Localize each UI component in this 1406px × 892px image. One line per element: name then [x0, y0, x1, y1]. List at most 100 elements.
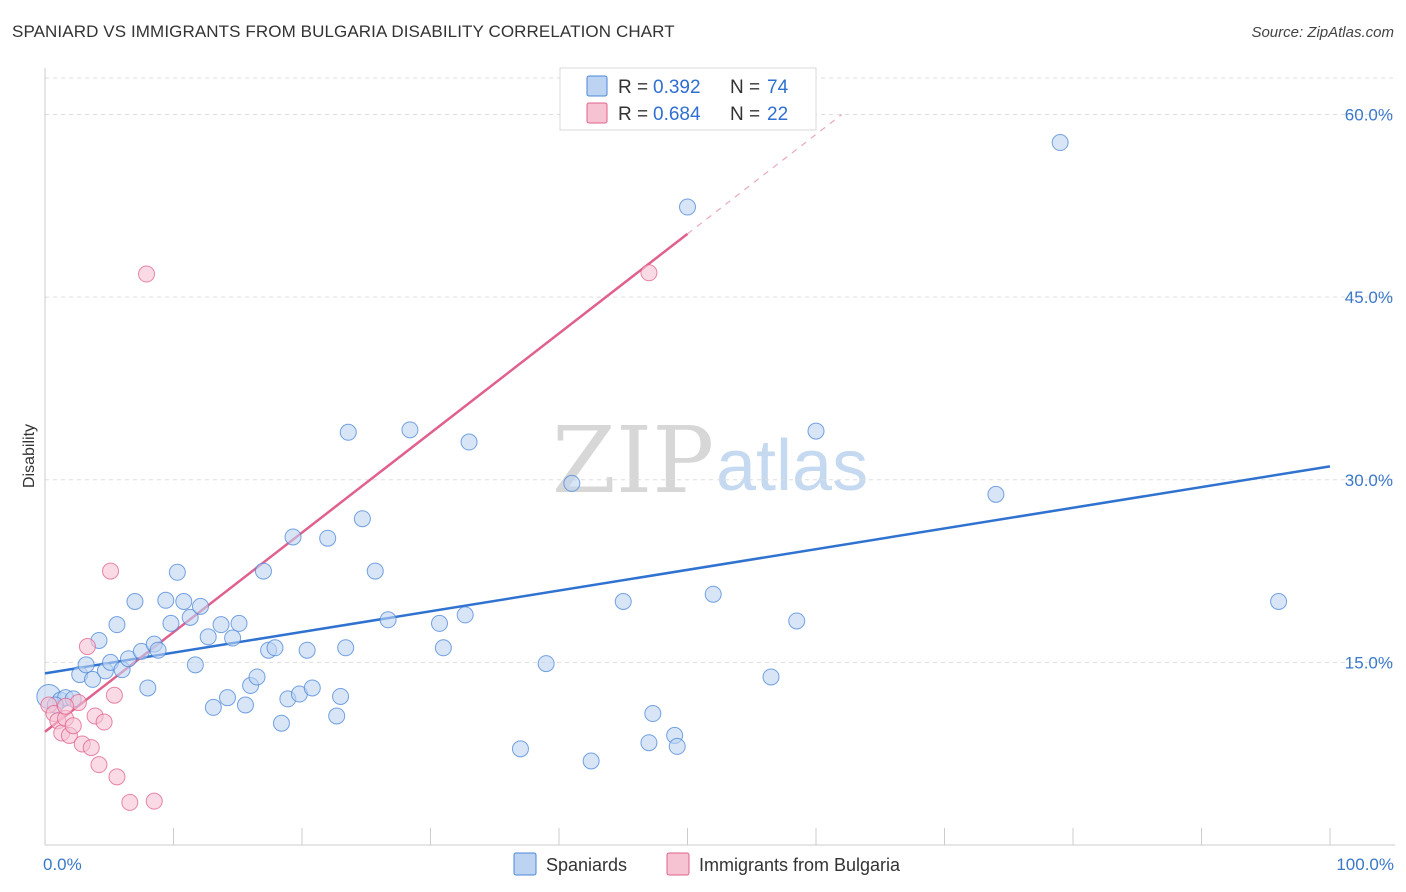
spaniards-point	[319, 529, 337, 547]
spaniards-point	[379, 611, 397, 629]
spaniards-point	[149, 641, 167, 659]
bulgaria-point	[138, 265, 156, 283]
bulgaria-point	[108, 768, 126, 786]
x-tick-label: 100.0%	[1336, 855, 1394, 874]
axes	[44, 68, 1395, 846]
legend-n-label-bulgaria: N =	[730, 104, 760, 125]
series-legend: Spaniards Immigrants from Bulgaria	[513, 852, 901, 876]
spaniards-point	[537, 655, 555, 673]
spaniards-point	[212, 616, 230, 634]
spaniards-point	[218, 689, 236, 707]
spaniards-point	[168, 563, 186, 581]
spaniards-point	[456, 606, 474, 624]
legend-n-value-spaniards: 74	[767, 77, 789, 98]
spaniards-point	[248, 668, 266, 686]
legend-swatch-bulgaria	[586, 102, 608, 124]
spaniards-point	[987, 485, 1005, 503]
spaniards-point	[224, 629, 242, 647]
spaniards-point	[126, 593, 144, 611]
spaniards-point	[582, 752, 600, 770]
spaniards-point	[614, 593, 632, 611]
spaniards-point	[186, 656, 204, 674]
bulgaria-point	[90, 756, 108, 774]
watermark-zip: ZIP	[552, 407, 714, 514]
spaniards-point	[162, 614, 180, 632]
spaniards-point	[328, 707, 346, 725]
bulgaria-point	[102, 562, 120, 580]
legend-r-value-spaniards: 0.392	[653, 77, 701, 98]
stats-legend: R = 0.392 N = 74 R = 0.684 N = 22	[559, 67, 817, 131]
spaniards-point	[511, 740, 529, 758]
spaniards-point	[807, 422, 825, 440]
spaniards-point	[430, 614, 448, 632]
spaniards-point	[139, 679, 157, 697]
legend-r-value-bulgaria: 0.684	[653, 104, 701, 125]
spaniards-point	[204, 698, 222, 716]
source-credit: Source: ZipAtlas.com	[1251, 24, 1394, 41]
bulgaria-point	[78, 638, 96, 656]
spaniards-point	[434, 639, 452, 657]
y-tick-label: 15.0%	[1345, 653, 1393, 672]
bulgaria-point	[640, 264, 658, 282]
x-tick-label: 0.0%	[43, 855, 82, 874]
series-legend-label-spaniards: Spaniards	[546, 855, 627, 875]
spaniards-point	[337, 639, 355, 657]
bulgaria-point	[105, 686, 123, 704]
y-axis-title: Disability	[21, 424, 38, 488]
spaniards-point	[366, 562, 384, 580]
bulgaria-point	[121, 793, 139, 811]
y-tick-label: 30.0%	[1345, 471, 1393, 490]
spaniards-point	[284, 528, 302, 546]
spaniards-point	[339, 423, 357, 441]
spaniards-point	[191, 597, 209, 615]
spaniards-point	[199, 628, 217, 646]
spaniards-point	[668, 737, 686, 755]
spaniards-point	[762, 668, 780, 686]
spaniards-point	[640, 734, 658, 752]
spaniards-point	[563, 474, 581, 492]
legend-r-label-spaniards: R =	[618, 77, 648, 98]
spaniards-point	[788, 612, 806, 630]
y-tick-label: 45.0%	[1345, 288, 1393, 307]
bulgaria-trend-extension	[687, 114, 843, 235]
spaniards-point	[353, 510, 371, 528]
y-tick-label: 60.0%	[1345, 106, 1393, 125]
legend-r-label-bulgaria: R =	[618, 104, 648, 125]
tick-labels: 15.0% 30.0% 45.0% 60.0% 0.0% 100.0%	[43, 106, 1394, 874]
bulgaria-point	[95, 713, 113, 731]
spaniards-point	[272, 714, 290, 732]
legend-n-value-bulgaria: 22	[767, 104, 788, 125]
series-legend-label-bulgaria: Immigrants from Bulgaria	[699, 855, 901, 875]
spaniards-point	[181, 608, 199, 626]
spaniards-point	[1051, 134, 1069, 152]
spaniards-point	[1270, 593, 1288, 611]
legend-n-label-spaniards: N =	[730, 77, 760, 98]
spaniards-point	[230, 614, 248, 632]
bulgaria-point	[82, 739, 100, 757]
spaniards-point	[254, 562, 272, 580]
series-legend-swatch-spaniards	[513, 852, 537, 876]
spaniards-point	[679, 198, 696, 216]
spaniards-point	[401, 421, 419, 439]
chart-title: SPANIARD VS IMMIGRANTS FROM BULGARIA DIS…	[12, 22, 675, 41]
spaniards-point	[266, 639, 284, 657]
spaniards-point	[704, 585, 722, 603]
watermark-atlas: atlas	[716, 426, 868, 506]
data-points	[36, 134, 1288, 811]
spaniards-point	[460, 433, 478, 451]
series-legend-swatch-bulgaria	[666, 852, 690, 876]
spaniards-point	[157, 591, 175, 609]
spaniards-point	[84, 670, 102, 688]
spaniards-point	[77, 656, 95, 674]
spaniards-point	[132, 642, 150, 660]
spaniards-point	[236, 696, 254, 714]
spaniards-point	[644, 705, 662, 723]
bulgaria-point	[57, 697, 75, 715]
spaniards-point	[120, 650, 138, 668]
spaniards-point	[298, 641, 316, 659]
legend-swatch-spaniards	[586, 75, 608, 97]
spaniards-point	[332, 687, 350, 705]
bulgaria-point	[64, 717, 82, 735]
bulgaria-point	[145, 792, 163, 810]
